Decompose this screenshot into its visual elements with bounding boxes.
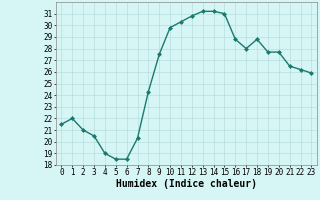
X-axis label: Humidex (Indice chaleur): Humidex (Indice chaleur) [116,179,257,189]
